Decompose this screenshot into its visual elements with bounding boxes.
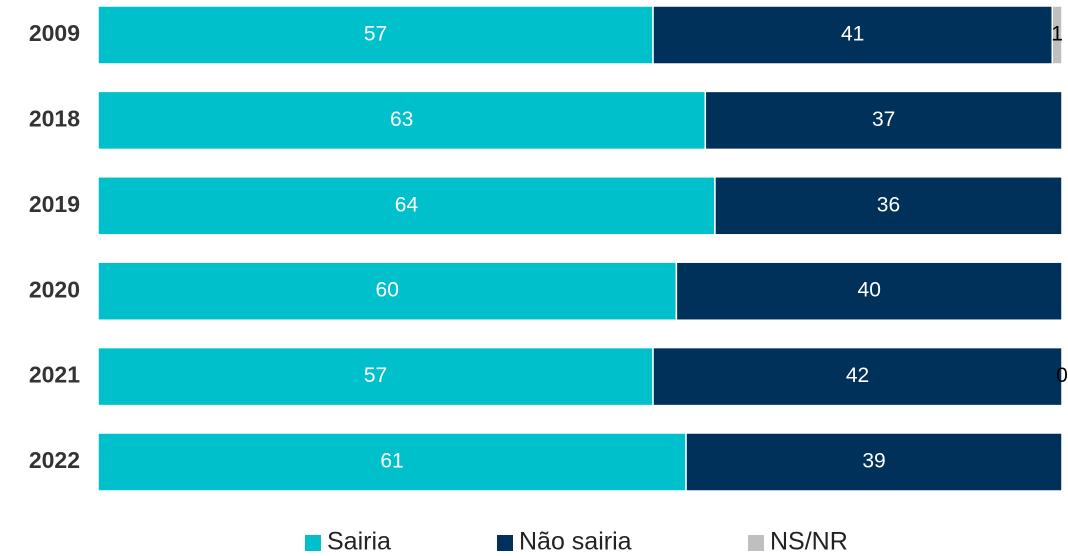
category-label: 2022 [29,447,80,473]
value-label: 63 [390,108,413,131]
value-label: 40 [858,279,881,302]
value-label: 60 [376,279,399,302]
bar-segment [97,346,654,407]
value-label: 1 [1051,23,1063,46]
value-label: 39 [862,450,885,473]
category-label: 2020 [29,276,80,302]
category-label: 2018 [29,105,80,131]
value-label: 57 [364,364,387,387]
legend-swatch [748,535,764,551]
value-label: 57 [364,23,387,46]
bar-segment [714,176,1063,236]
value-label: 36 [877,193,900,216]
category-label: 2009 [29,20,80,46]
bar-segment [652,5,1054,65]
category-label: 2019 [29,191,80,217]
bar-segment [652,346,1063,407]
legend-label: Não sairia [519,528,632,556]
value-label: 61 [380,450,403,473]
bar-segment [675,261,1063,321]
bar-segment [97,176,716,236]
bar-segment [97,5,654,65]
legend-swatch [497,535,513,551]
bar-segment [704,90,1063,151]
bar-segment [97,432,687,492]
bar-segment [685,432,1063,492]
value-label: 37 [872,108,895,131]
legend-label: NS/NR [770,528,848,556]
value-label: 0 [1056,364,1068,387]
legend-label: Sairia [327,528,391,556]
bar-segment [1051,5,1063,65]
value-label: 64 [395,193,419,216]
value-label: 42 [846,364,869,387]
value-label: 41 [841,23,864,46]
bar-segment [97,261,678,321]
legend-swatch [305,535,321,551]
category-label: 2021 [29,362,80,388]
